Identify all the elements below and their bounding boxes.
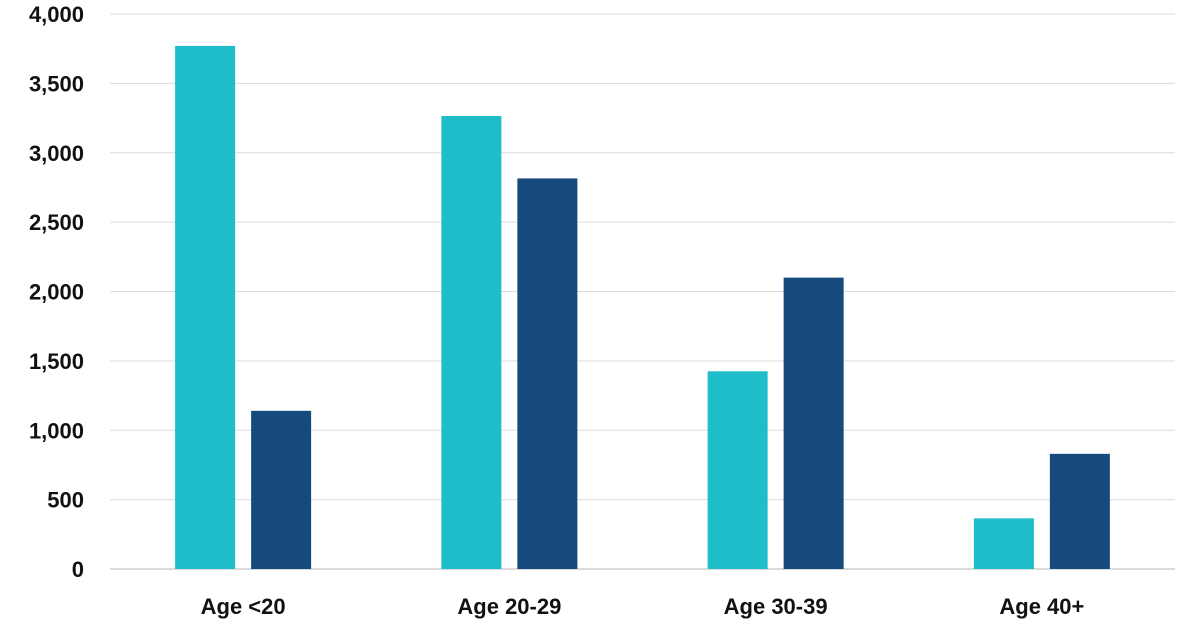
x-category-label: Age <20 (201, 594, 286, 619)
y-tick-label: 1,500 (29, 349, 84, 374)
bar-series1-3 (973, 518, 1034, 569)
y-tick-label: 4,000 (29, 2, 84, 27)
bars (175, 45, 1110, 570)
bar-series2-2 (783, 277, 844, 569)
bar-series1-2 (707, 371, 768, 569)
y-axis-tick-labels: 0 500 1,000 1,500 2,000 2,500 3,000 3,500 4,000 (29, 2, 84, 582)
x-category-label: Age 30-39 (724, 594, 828, 619)
bar-series2-0 (251, 410, 312, 569)
x-axis-category-labels: Age <20 Age 20-29 Age 30-39 Age 40+ (201, 594, 1085, 619)
y-tick-label: 3,500 (29, 71, 84, 96)
y-tick-label: 2,500 (29, 210, 84, 235)
bar-series1-1 (441, 115, 502, 569)
y-tick-label: 1,000 (29, 418, 84, 443)
y-tick-label: 3,000 (29, 141, 84, 166)
x-category-label: Age 40+ (999, 594, 1084, 619)
y-tick-label: 0 (72, 557, 84, 582)
y-tick-label: 2,000 (29, 280, 84, 305)
x-category-label: Age 20-29 (457, 594, 561, 619)
bar-series2-3 (1049, 453, 1110, 569)
y-tick-label: 500 (47, 488, 84, 513)
bar-series2-1 (517, 178, 578, 569)
bar-series1-0 (175, 45, 236, 570)
